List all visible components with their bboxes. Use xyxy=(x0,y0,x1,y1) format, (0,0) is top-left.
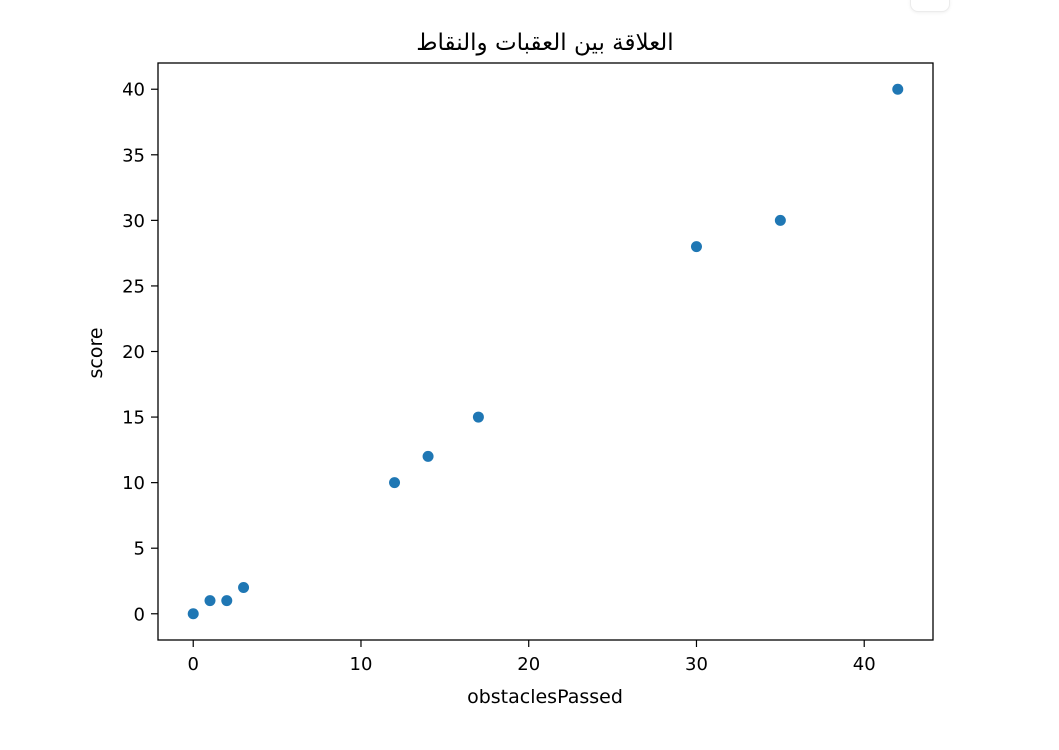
x-tick-label: 40 xyxy=(853,654,876,675)
y-tick-label: 40 xyxy=(122,80,145,101)
x-tick-label: 20 xyxy=(517,654,540,675)
corner-toolbar-tab xyxy=(910,0,950,12)
y-axis-label: score xyxy=(85,327,107,378)
x-axis-label: obstaclesPassed xyxy=(467,686,623,708)
data-point xyxy=(690,241,702,253)
chart-title: العلاقة بين العقبات والنقاط xyxy=(416,30,673,56)
y-tick-label: 15 xyxy=(122,408,145,429)
y-tick-label: 35 xyxy=(122,145,145,166)
data-point xyxy=(892,83,904,95)
data-point xyxy=(187,608,199,620)
data-point xyxy=(238,582,250,594)
data-point xyxy=(221,595,233,607)
data-point xyxy=(472,411,484,423)
data-point xyxy=(204,595,216,607)
data-point xyxy=(389,477,401,489)
y-tick-label: 10 xyxy=(122,473,145,494)
data-point xyxy=(422,450,434,462)
y-tick-label: 5 xyxy=(134,539,145,560)
plot-frame xyxy=(157,62,934,641)
y-axis: 0 5 10 15 20 25 30 35 40 xyxy=(122,80,158,625)
data-point xyxy=(774,214,786,226)
x-axis: 0 10 20 30 40 xyxy=(188,640,876,675)
y-tick-label: 30 xyxy=(122,211,145,232)
y-tick-label: 0 xyxy=(134,604,145,625)
y-tick-label: 25 xyxy=(122,276,145,297)
plot-area xyxy=(157,62,934,641)
x-tick-label: 30 xyxy=(685,654,708,675)
data-points xyxy=(187,83,904,620)
y-tick-label: 20 xyxy=(122,342,145,363)
x-tick-label: 0 xyxy=(188,654,199,675)
x-tick-label: 10 xyxy=(350,654,373,675)
